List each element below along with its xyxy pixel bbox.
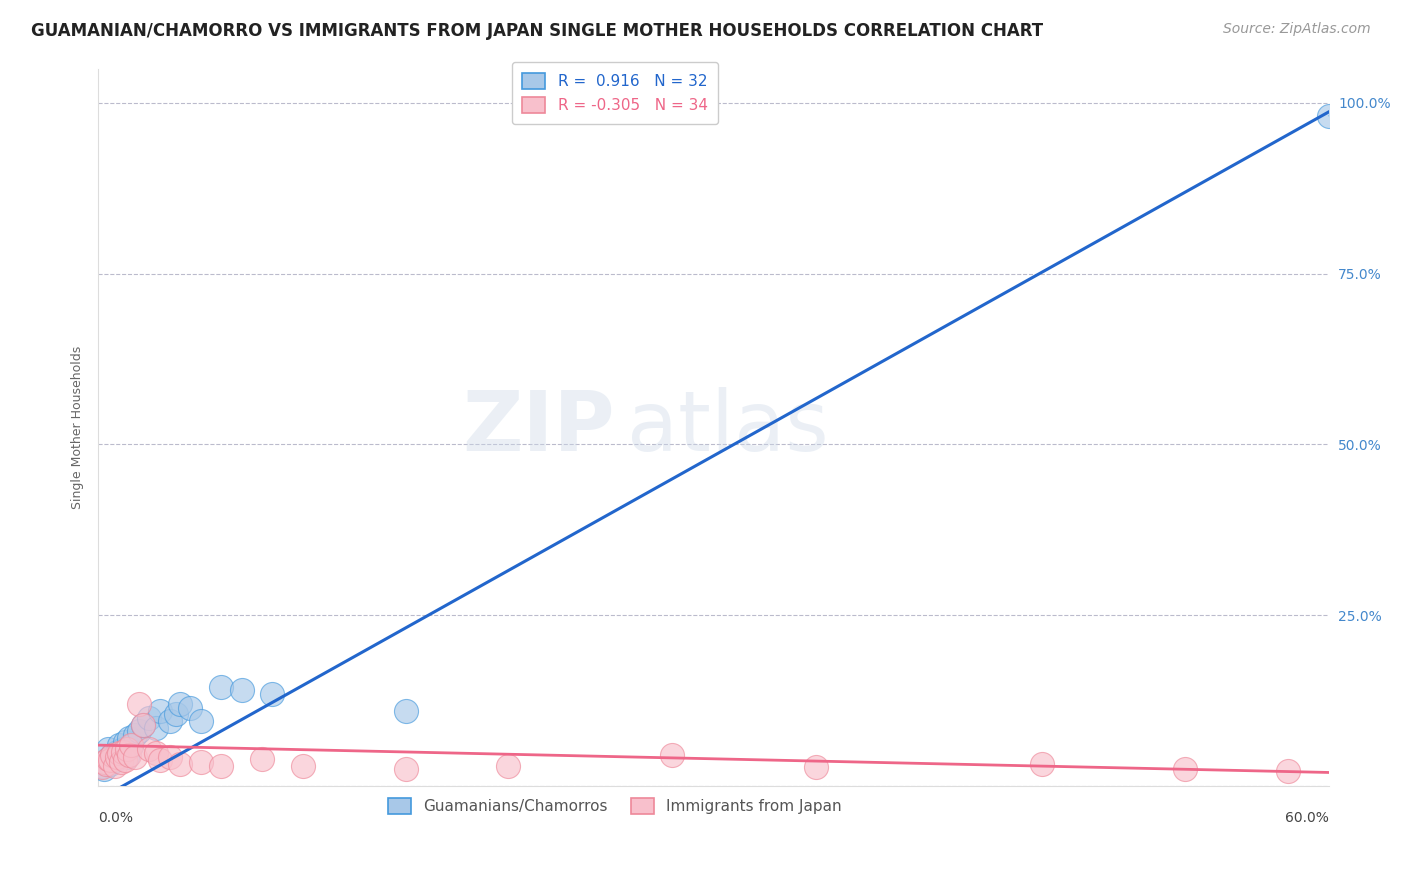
Text: GUAMANIAN/CHAMORRO VS IMMIGRANTS FROM JAPAN SINGLE MOTHER HOUSEHOLDS CORRELATION: GUAMANIAN/CHAMORRO VS IMMIGRANTS FROM JA… [31,22,1043,40]
Point [100,757,122,772]
Point [101,748,124,763]
Point [395,762,418,776]
Point [93,756,115,770]
Point [101,748,124,763]
Point [100,753,122,767]
Point [159,714,181,729]
Point [124,750,146,764]
Point [165,707,187,722]
Point [91,760,114,774]
Text: 0.0%: 0.0% [98,811,134,825]
Point [190,756,212,770]
Point [114,735,136,749]
Point [132,717,155,731]
Text: Source: ZipAtlas.com: Source: ZipAtlas.com [1223,22,1371,37]
Point [120,739,142,754]
Legend: Guamanians/Chamorros, Immigrants from Japan: Guamanians/Chamorros, Immigrants from Ja… [378,787,852,825]
Point [138,711,160,725]
Point [1031,757,1053,772]
Point [105,750,128,764]
Point [128,724,150,739]
Point [262,687,284,701]
Point [120,738,142,752]
Y-axis label: Single Mother Households: Single Mother Households [72,346,84,509]
Point [250,752,273,766]
Point [110,755,132,769]
Point [661,748,683,763]
Point [169,697,191,711]
Point [111,745,134,759]
Point [118,748,141,763]
Point [190,714,212,729]
Point [105,745,128,759]
Point [114,753,136,767]
Point [107,747,129,761]
Point [1317,109,1340,123]
Point [110,747,132,761]
Point [145,747,167,761]
Point [93,762,115,776]
Point [209,680,232,694]
Point [149,704,172,718]
Point [115,741,138,756]
Point [103,753,125,767]
Point [498,758,520,772]
Point [138,741,160,756]
Point [103,758,125,772]
Point [149,753,172,767]
Text: atlas: atlas [627,387,830,467]
Point [804,760,827,774]
Text: 60.0%: 60.0% [1285,811,1329,825]
Point [231,683,253,698]
Point [91,758,114,772]
Point [96,756,118,770]
Point [169,757,191,772]
Point [115,750,138,764]
Point [132,717,155,731]
Point [128,697,150,711]
Point [395,704,418,718]
Point [97,752,120,766]
Point [179,700,201,714]
Point [96,757,118,772]
Point [111,741,134,756]
Point [1277,764,1299,778]
Point [145,721,167,735]
Point [209,758,232,772]
Point [107,738,129,752]
Point [97,741,120,756]
Point [159,750,181,764]
Text: ZIP: ZIP [463,387,614,467]
Point [292,758,315,772]
Point [1174,762,1197,776]
Point [118,731,141,746]
Point [124,728,146,742]
Point [97,752,120,766]
